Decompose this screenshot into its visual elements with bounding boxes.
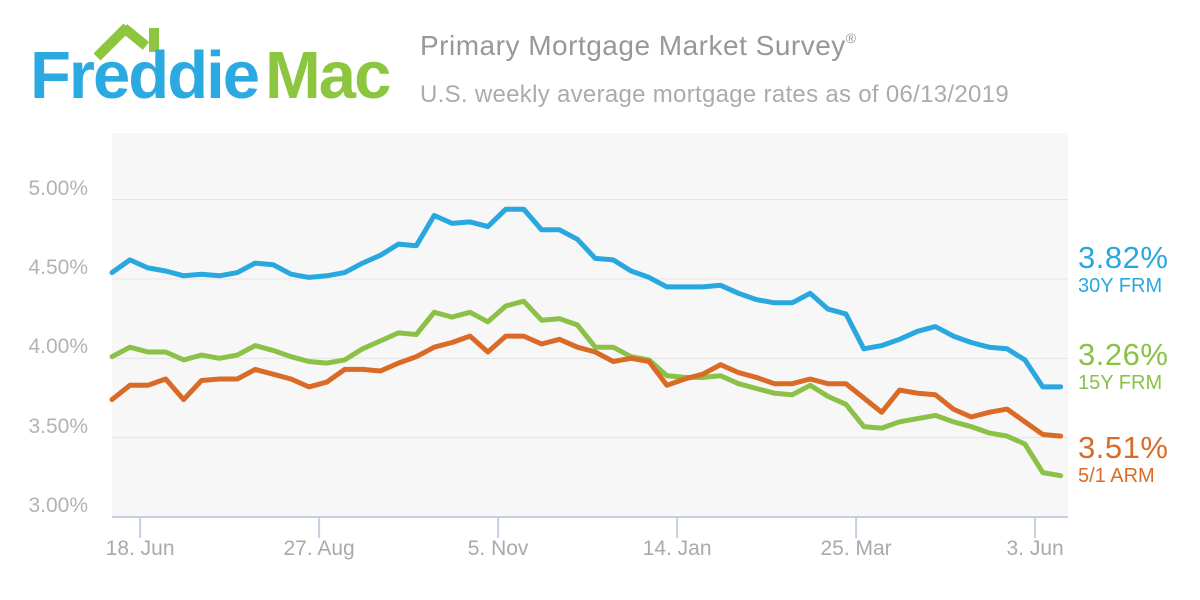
x-axis-label: 14. Jan	[642, 537, 712, 560]
house-roof-icon	[94, 23, 159, 61]
x-axis-label: 5. Nov	[467, 537, 529, 560]
y-axis-label: 3.00%	[28, 494, 88, 517]
page-subtitle: U.S. weekly average mortgage rates as of…	[420, 81, 1009, 108]
logo-word-freddie: Freddie	[30, 38, 260, 113]
series-line-30y-frm	[109, 206, 1064, 390]
plot-area	[112, 133, 1068, 517]
page-title-text: Primary Mortgage Market Survey	[420, 30, 846, 61]
rate-label-15y-frm: 15Y FRM	[1078, 372, 1163, 394]
page-title: Primary Mortgage Market Survey®	[420, 30, 857, 62]
rate-callout-15y-frm: 3.26% 15Y FRM	[1078, 338, 1168, 395]
rate-value-5-1-arm: 3.51%	[1078, 430, 1169, 465]
x-axis-label: 25. Mar	[820, 537, 892, 560]
x-axis-label: 18. Jun	[105, 537, 175, 560]
rate-value-30y-frm: 3.82%	[1078, 240, 1169, 275]
series-line-15y-frm	[109, 298, 1064, 479]
rate-callout-5-1-arm: 3.51% 5/1 ARM	[1078, 431, 1168, 488]
y-axis-label: 4.50%	[28, 255, 88, 279]
y-axis-label: 3.50%	[28, 414, 88, 438]
x-axis-label: 3. Jun	[1006, 537, 1064, 560]
logo-word-mac: Mac	[265, 38, 391, 113]
rate-label-30y-frm: 30Y FRM	[1078, 275, 1163, 297]
registered-trademark-mark: ®	[845, 29, 857, 46]
logo-wordmark: Freddie Mac	[30, 38, 391, 113]
y-axis-label: 5.00%	[28, 176, 88, 200]
rate-callout-30y-frm: 3.82% 30Y FRM	[1078, 241, 1168, 298]
rate-value-15y-frm: 3.26%	[1078, 337, 1169, 372]
rate-label-5-1-arm: 5/1 ARM	[1078, 465, 1155, 487]
freddie-mac-logo: Freddie Mac	[30, 8, 400, 120]
x-axis-label: 27. Aug	[283, 537, 355, 560]
series-line-5-1-arm	[109, 333, 1064, 439]
y-axis-label: 4.00%	[28, 335, 88, 359]
